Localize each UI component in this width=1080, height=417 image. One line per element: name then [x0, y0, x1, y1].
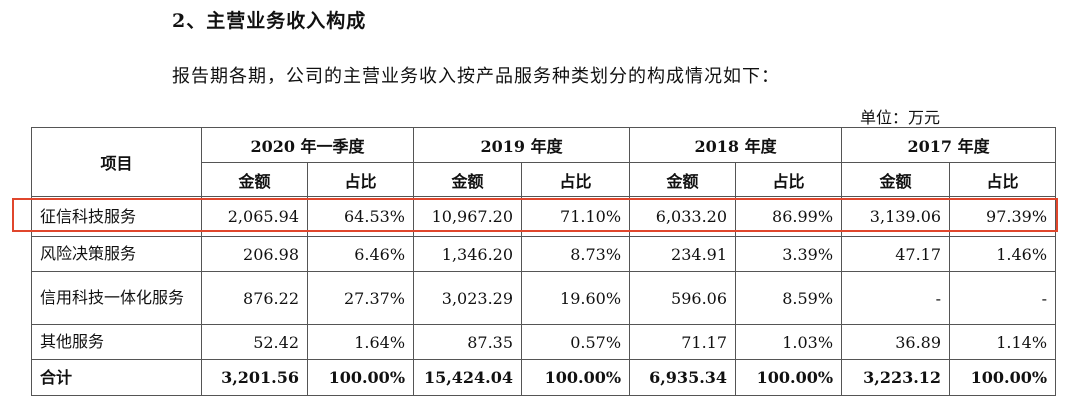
- amount-cell: 52.42: [201, 324, 308, 360]
- amount-cell: 6,033.20: [629, 196, 737, 237]
- ratio-header: 占比: [949, 162, 1057, 197]
- period-header: 2019 年度: [413, 127, 631, 163]
- table-row: 征信科技服务 2,065.94 64.53% 10,967.20 71.10% …: [31, 196, 1057, 237]
- amount-cell: 47.17: [841, 236, 951, 272]
- total-row: 合计 3,201.56 100.00% 15,424.04 100.00% 6,…: [31, 359, 1057, 396]
- amount-header: 金额: [841, 162, 951, 197]
- ratio-cell: -: [949, 271, 1057, 325]
- row-label: 征信科技服务: [31, 196, 202, 237]
- amount-cell: 2,065.94: [201, 196, 308, 237]
- amount-cell: 206.98: [201, 236, 308, 272]
- amount-cell: 1,346.20: [413, 236, 523, 272]
- ratio-cell: 19.60%: [521, 271, 631, 325]
- unit-label: 单位：万元: [860, 108, 941, 127]
- ratio-cell: 86.99%: [735, 196, 843, 237]
- ratio-cell: 1.46%: [949, 236, 1057, 272]
- amount-cell: 876.22: [201, 271, 308, 325]
- period-header: 2020 年一季度: [200, 127, 415, 163]
- ratio-header: 占比: [521, 162, 631, 197]
- ratio-cell: 27.37%: [306, 271, 415, 325]
- amount-cell: 3,023.29: [413, 271, 523, 325]
- ratio-cell: 1.03%: [735, 324, 843, 360]
- section-heading: 2、主营业务收入构成: [172, 10, 367, 32]
- period-header: 2017 年度: [841, 127, 1057, 163]
- amount-cell: 36.89: [841, 324, 951, 360]
- amount-cell: -: [841, 271, 951, 325]
- amount-header: 金额: [413, 162, 523, 197]
- table-row: 其他服务 52.42 1.64% 87.35 0.57% 71.17 1.03%…: [31, 324, 1057, 360]
- amount-cell: 3,139.06: [841, 196, 951, 237]
- ratio-cell: 100.00%: [735, 359, 843, 396]
- amount-header: 金额: [201, 162, 308, 197]
- row-label: 其他服务: [31, 324, 202, 360]
- ratio-cell: 6.46%: [306, 236, 415, 272]
- ratio-cell: 97.39%: [949, 196, 1057, 237]
- intro-paragraph: 报告期各期，公司的主营业务收入按产品服务种类划分的构成情况如下：: [172, 66, 780, 87]
- ratio-cell: 71.10%: [521, 196, 631, 237]
- amount-cell: 3,223.12: [841, 359, 951, 396]
- ratio-cell: 0.57%: [521, 324, 631, 360]
- ratio-cell: 100.00%: [949, 359, 1057, 396]
- table-row: 信用科技一体化服务 876.22 27.37% 3,023.29 19.60% …: [31, 271, 1057, 325]
- amount-cell: 6,935.34: [629, 359, 737, 396]
- ratio-cell: 100.00%: [306, 359, 415, 396]
- table-row: 风险决策服务 206.98 6.46% 1,346.20 8.73% 234.9…: [31, 236, 1057, 272]
- ratio-cell: 3.39%: [735, 236, 843, 272]
- period-header: 2018 年度: [629, 127, 843, 163]
- amount-cell: 3,201.56: [201, 359, 308, 396]
- row-label: 风险决策服务: [31, 236, 202, 272]
- header-row-metrics: 金额 占比 金额 占比 金额 占比 金额 占比: [32, 162, 1057, 197]
- amount-cell: 71.17: [629, 324, 737, 360]
- ratio-cell: 64.53%: [306, 196, 415, 237]
- row-label: 信用科技一体化服务: [31, 271, 202, 325]
- revenue-composition-table: 项目 2020 年一季度 2019 年度 2018 年度 2017 年度 金额 …: [31, 127, 1057, 396]
- ratio-cell: 8.59%: [735, 271, 843, 325]
- amount-header: 金额: [629, 162, 737, 197]
- amount-cell: 15,424.04: [413, 359, 523, 396]
- amount-cell: 234.91: [629, 236, 737, 272]
- amount-cell: 10,967.20: [413, 196, 523, 237]
- item-header: 项目: [31, 127, 202, 197]
- total-label: 合计: [31, 359, 202, 396]
- amount-cell: 87.35: [413, 324, 523, 360]
- header-row-periods: 项目 2020 年一季度 2019 年度 2018 年度 2017 年度: [31, 127, 1057, 197]
- ratio-header: 占比: [306, 162, 415, 197]
- ratio-cell: 1.14%: [949, 324, 1057, 360]
- ratio-cell: 1.64%: [306, 324, 415, 360]
- ratio-cell: 8.73%: [521, 236, 631, 272]
- ratio-cell: 100.00%: [521, 359, 631, 396]
- ratio-header: 占比: [735, 162, 843, 197]
- amount-cell: 596.06: [629, 271, 737, 325]
